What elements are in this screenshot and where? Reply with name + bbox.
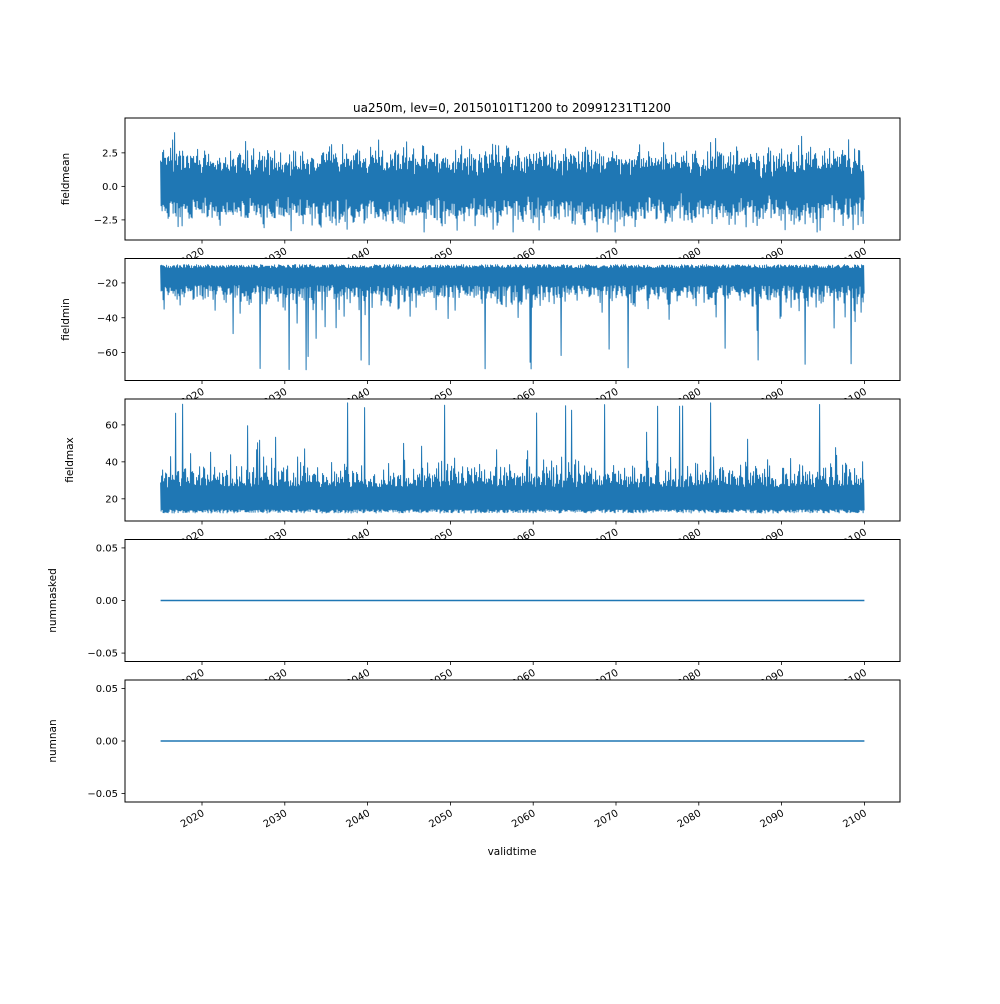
y-tick-label: −40 — [97, 313, 118, 324]
x-tick-label: 2040 — [345, 808, 373, 830]
y-tick-label: −20 — [97, 278, 118, 289]
series-line-fieldmin — [160, 264, 865, 371]
chart-title: ua250m, lev=0, 20150101T1200 to 20991231… — [353, 101, 671, 115]
series-line-fieldmean — [160, 132, 865, 233]
x-tick-label: 2020 — [179, 808, 207, 830]
y-tick-label: −0.05 — [87, 649, 118, 660]
axes-frame — [124, 117, 901, 241]
subplot-numnan: 0.05 0.00 −0.05 2020 2030 2040 2050 2060 2070 208… — [47, 679, 901, 830]
series-line-fieldmax — [160, 402, 865, 514]
y-tick-label: 0.05 — [96, 684, 118, 695]
x-tick-label: 2050 — [427, 808, 455, 830]
y-tick-label: −60 — [97, 348, 118, 359]
y-tick-label: 60 — [105, 420, 118, 431]
x-tick-label: 2090 — [759, 808, 787, 830]
x-tick-label: 2100 — [841, 808, 869, 830]
x-tick-label: 2080 — [676, 808, 704, 830]
y-tick-label: 0.00 — [96, 737, 118, 748]
y-tick-label: −2.5 — [94, 215, 118, 226]
axes-frame — [124, 679, 901, 803]
axes-frame — [124, 398, 901, 522]
y-tick-label: 0.05 — [96, 543, 118, 554]
x-tick-label: 2030 — [262, 808, 290, 830]
y-tick-label: −0.05 — [87, 789, 118, 800]
y-tick-label: 2.5 — [102, 148, 118, 159]
y-axis-label-fieldmin: fieldmin — [60, 298, 72, 340]
y-tick-label: 0.0 — [102, 182, 118, 193]
axes-frame — [124, 539, 901, 662]
x-axis-label: validtime — [488, 846, 537, 858]
y-tick-label: 40 — [105, 457, 118, 468]
y-axis-label-numnan: numnan — [47, 719, 59, 762]
y-axis-label-fieldmax: fieldmax — [64, 437, 76, 483]
x-tick-label: 2060 — [510, 808, 538, 830]
axes-frame — [124, 258, 901, 381]
y-axis-label-fieldmean: fieldmean — [60, 153, 72, 205]
y-tick-label: 20 — [105, 494, 118, 505]
y-tick-label: 0.00 — [96, 596, 118, 607]
y-axis-label-nummasked: nummasked — [47, 568, 59, 633]
x-tick-label: 2070 — [593, 808, 621, 830]
